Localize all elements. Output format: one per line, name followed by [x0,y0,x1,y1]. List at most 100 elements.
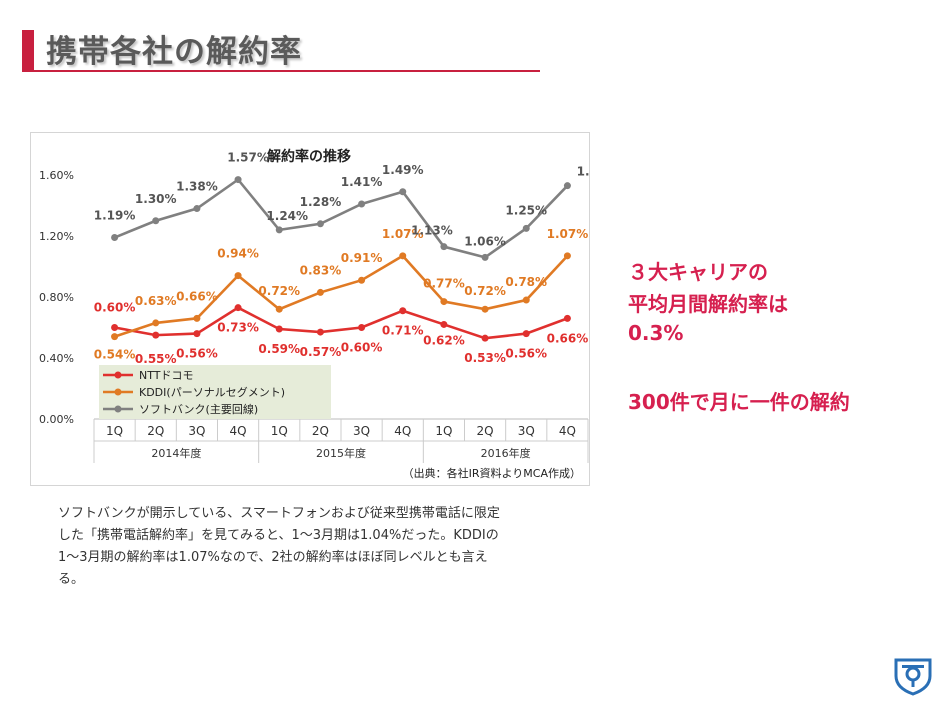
data-point [275,226,283,234]
series-line [114,306,568,340]
page-title: 携帯各社の解約率 [46,34,302,70]
data-point [358,324,366,331]
x-tick-label: 3Q [188,424,205,438]
data-label: 1.24% [266,209,308,223]
data-point [111,234,119,242]
data-label: 1.06% [464,234,506,248]
data-label: 0.55% [135,352,177,366]
series-line [114,254,569,338]
title-accent-bar [22,30,34,70]
data-label: 0.56% [176,347,218,361]
data-label: 1.53% [577,165,589,179]
data-label: 0.54% [94,348,136,362]
data-point [399,188,407,196]
side-text-line-2: 平均月間解約率は [628,292,788,316]
year-group-label: 2016年度 [481,446,531,460]
y-tick-label: 0.80% [39,291,74,304]
data-label: 1.07% [382,227,424,241]
data-label: 1.19% [94,209,136,223]
data-label: 0.63% [135,294,177,308]
x-tick-label: 1Q [106,424,123,438]
legend-label: KDDI(パーソナルセグメント) [139,385,285,399]
data-point [481,253,489,261]
data-point [316,220,324,228]
title-underline [22,70,540,72]
data-point [399,252,407,260]
data-label: 0.59% [258,342,300,356]
data-label: 0.94% [217,247,259,261]
data-label: 0.60% [94,301,136,315]
data-point [358,276,366,284]
year-group-label: 2015年度 [316,446,366,460]
legend-box [99,365,331,419]
data-label: 1.28% [300,195,342,209]
caption-line: ソフトバンクが開示している、スマートフォンおよび従来型携帯電話に限定 [58,506,500,521]
data-point [316,328,324,336]
legend-marker [114,371,122,379]
data-point [152,319,160,327]
data-point [563,182,571,190]
caption-paragraph: ソフトバンクが開示している、スマートフォンおよび従来型携帯電話に限定 した「携帯… [58,503,558,591]
data-point [152,217,160,225]
data-point [193,314,201,322]
data-point [522,296,530,304]
shield-pin-logo-icon [894,658,932,696]
y-tick-label: 1.60% [39,169,74,182]
data-label: 0.66% [547,331,589,345]
data-label: 0.57% [300,345,342,359]
series-line [114,177,569,259]
data-point [440,298,448,306]
data-point [563,252,571,260]
data-point [399,307,407,315]
data-label: 1.30% [135,192,177,206]
source-note: （出典：各社IR資料よりMCA作成） [403,466,581,480]
data-label: 1.57% [227,151,269,165]
data-label: 0.83% [300,263,342,277]
data-label: 0.53% [464,351,506,365]
data-point [152,331,160,339]
caption-line: る。 [58,572,85,587]
data-label: 0.66% [176,289,218,303]
data-point [563,314,571,322]
data-point [316,288,324,296]
data-label: 0.73% [217,321,259,335]
data-point [275,325,283,333]
data-label: 0.56% [505,347,547,361]
data-label: 0.71% [382,324,424,338]
data-label: 0.72% [258,284,300,298]
data-point [481,334,489,342]
x-tick-label: 4Q [230,424,247,438]
y-tick-label: 0.00% [39,413,74,426]
legend-marker [114,388,122,396]
data-point [275,305,283,313]
data-label: 1.49% [382,163,424,177]
x-tick-label: 2Q [477,424,494,438]
data-point [358,200,366,208]
data-point [234,176,242,184]
x-tick-label: 3Q [353,424,370,438]
data-point [111,333,119,341]
year-group-label: 2014年度 [151,446,201,460]
data-label: 0.60% [341,341,383,355]
y-tick-label: 0.40% [39,352,74,365]
x-tick-label: 1Q [271,424,288,438]
data-label: 0.72% [464,284,506,298]
legend-label: ソフトバンク(主要回線) [139,402,258,416]
data-label: 1.38% [176,180,218,194]
data-point [522,330,530,338]
data-label: 1.07% [547,227,589,241]
data-point [234,304,242,312]
chart-canvas: 解約率の推移 1.60% 1.20% 0.80% 0.40% 0.00% 1Q 2Q 3Q 4Q 1… [39,148,589,480]
x-tick-label: 4Q [394,424,411,438]
churn-chart: 解約率の推移 1.60% 1.20% 0.80% 0.40% 0.00% 1Q 2Q 3Q 4Q 1… [30,132,590,486]
data-point [440,320,448,328]
data-label: 1.13% [411,224,453,238]
data-point [111,324,119,331]
data-point [481,305,489,313]
caption-line: した「携帯電話解約率」を見てみると、1〜3月期は1.04%だった。KDDIの [58,528,499,543]
side-text-line-4: 300件で月に一件の解約 [628,390,850,414]
data-label: 0.77% [423,277,465,291]
y-tick-label: 1.20% [39,230,74,243]
chart-title: 解約率の推移 [267,148,351,165]
caption-line: 1〜3月期の解約率は1.07%なので、2社の解約率はほぼ同レベルとも言え [58,550,488,565]
